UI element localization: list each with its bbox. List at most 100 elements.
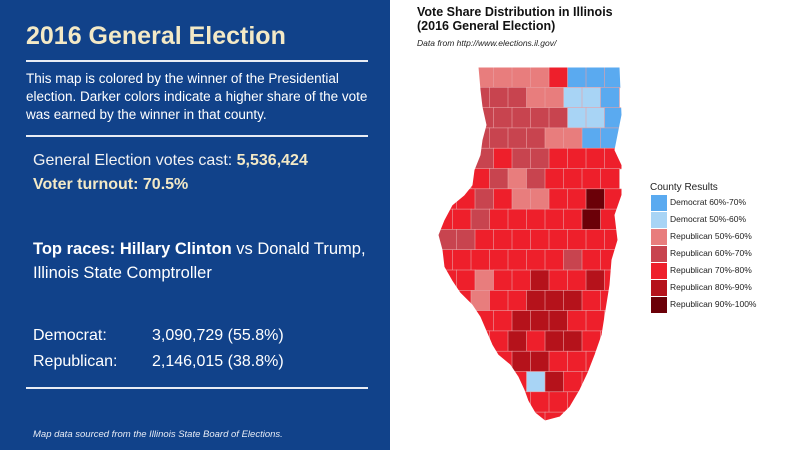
county-shape <box>507 411 528 421</box>
county-shape <box>452 371 472 393</box>
county-shape <box>581 127 602 150</box>
county-shape <box>474 350 495 373</box>
county-shape <box>456 391 476 413</box>
county-shape <box>548 147 569 170</box>
divider <box>26 60 368 62</box>
county-shape <box>507 330 528 352</box>
county-shape <box>489 86 509 109</box>
county-shape <box>493 350 513 373</box>
county-shape <box>526 290 546 312</box>
county-shape <box>438 391 458 413</box>
county-shape <box>563 168 583 190</box>
county-shape <box>456 67 476 89</box>
county-shape <box>544 330 565 352</box>
county-shape <box>548 107 569 129</box>
map-title: Vote Share Distribution in Illinois (201… <box>417 5 613 33</box>
county-shape <box>526 208 546 231</box>
county-shape <box>507 127 528 150</box>
county-shape <box>452 411 472 421</box>
county-shape <box>511 67 532 89</box>
county-shape <box>567 147 587 170</box>
county-shape <box>581 86 602 109</box>
county-shape <box>563 86 583 109</box>
county-shape <box>438 330 454 352</box>
county-shape <box>438 310 458 332</box>
county-shape <box>438 371 454 393</box>
legend-label: Republican 90%-100% <box>670 299 757 309</box>
county-shape <box>600 86 620 109</box>
county-shape <box>438 188 458 210</box>
county-shape <box>507 86 528 109</box>
county-shape <box>452 168 472 190</box>
county-shape <box>526 86 546 109</box>
county-shape <box>548 229 569 251</box>
county-shape <box>530 107 550 129</box>
county-shape <box>604 107 622 129</box>
legend-swatch <box>651 195 667 211</box>
legend-label: Republican 70%-80% <box>670 265 752 275</box>
county-shape <box>600 290 620 312</box>
county-shape <box>585 107 606 129</box>
county-shape <box>567 269 587 292</box>
turnout-label: Voter turnout: <box>33 176 143 193</box>
map-title-line1: Vote Share Distribution in Illinois <box>417 5 613 19</box>
county-shape <box>600 249 620 271</box>
county-shape <box>548 350 569 373</box>
county-shape <box>452 86 472 109</box>
county-shape <box>493 107 513 129</box>
county-shape <box>585 310 606 332</box>
county-shape <box>563 249 583 271</box>
county-shape <box>567 107 587 129</box>
county-shape <box>452 290 472 312</box>
county-shape <box>493 147 513 170</box>
county-shape <box>470 127 491 150</box>
county-shape <box>470 411 491 421</box>
county-shape <box>493 188 513 210</box>
county-shape <box>544 168 565 190</box>
county-shape <box>493 67 513 89</box>
county-shape <box>530 188 550 210</box>
county-shape <box>452 249 472 271</box>
county-shape <box>585 67 606 89</box>
legend-title: County Results <box>650 182 718 193</box>
divider <box>26 387 368 389</box>
county-shape <box>511 147 532 170</box>
county-shape <box>489 127 509 150</box>
county-shape <box>456 269 476 292</box>
legend-label: Republican 50%-60% <box>670 231 752 241</box>
county-shape <box>567 188 587 210</box>
county-shape <box>544 290 565 312</box>
legend-item: Republican 60%-70% <box>651 246 791 262</box>
county-shape <box>470 208 491 231</box>
result-party-republican: Republican: <box>33 353 118 370</box>
county-shape <box>438 86 454 109</box>
votes-cast-value: 5,536,424 <box>236 152 308 169</box>
county-shape <box>567 350 587 373</box>
county-shape <box>438 147 458 170</box>
county-shape <box>544 208 565 231</box>
county-shape <box>438 168 454 190</box>
legend-label: Republican 80%-90% <box>670 282 752 292</box>
county-shape <box>438 107 458 129</box>
county-shape <box>585 229 606 251</box>
county-shape <box>489 249 509 271</box>
county-shape <box>581 330 602 352</box>
county-shape <box>548 310 569 332</box>
county-shape <box>493 269 513 292</box>
county-shape <box>581 411 602 421</box>
county-shape <box>456 310 476 332</box>
county-shape <box>452 330 472 352</box>
legend-swatch <box>651 280 667 296</box>
county-shape <box>548 67 569 89</box>
county-shape <box>530 269 550 292</box>
county-shape <box>474 188 495 210</box>
county-shape <box>474 391 495 413</box>
county-shape <box>567 310 587 332</box>
county-shape <box>470 371 491 393</box>
legend-item: Republican 90%-100% <box>651 297 791 313</box>
county-shape <box>544 411 565 421</box>
county-shape <box>474 147 495 170</box>
county-shape <box>507 208 528 231</box>
legend-swatch <box>651 246 667 262</box>
county-shape <box>456 229 476 251</box>
